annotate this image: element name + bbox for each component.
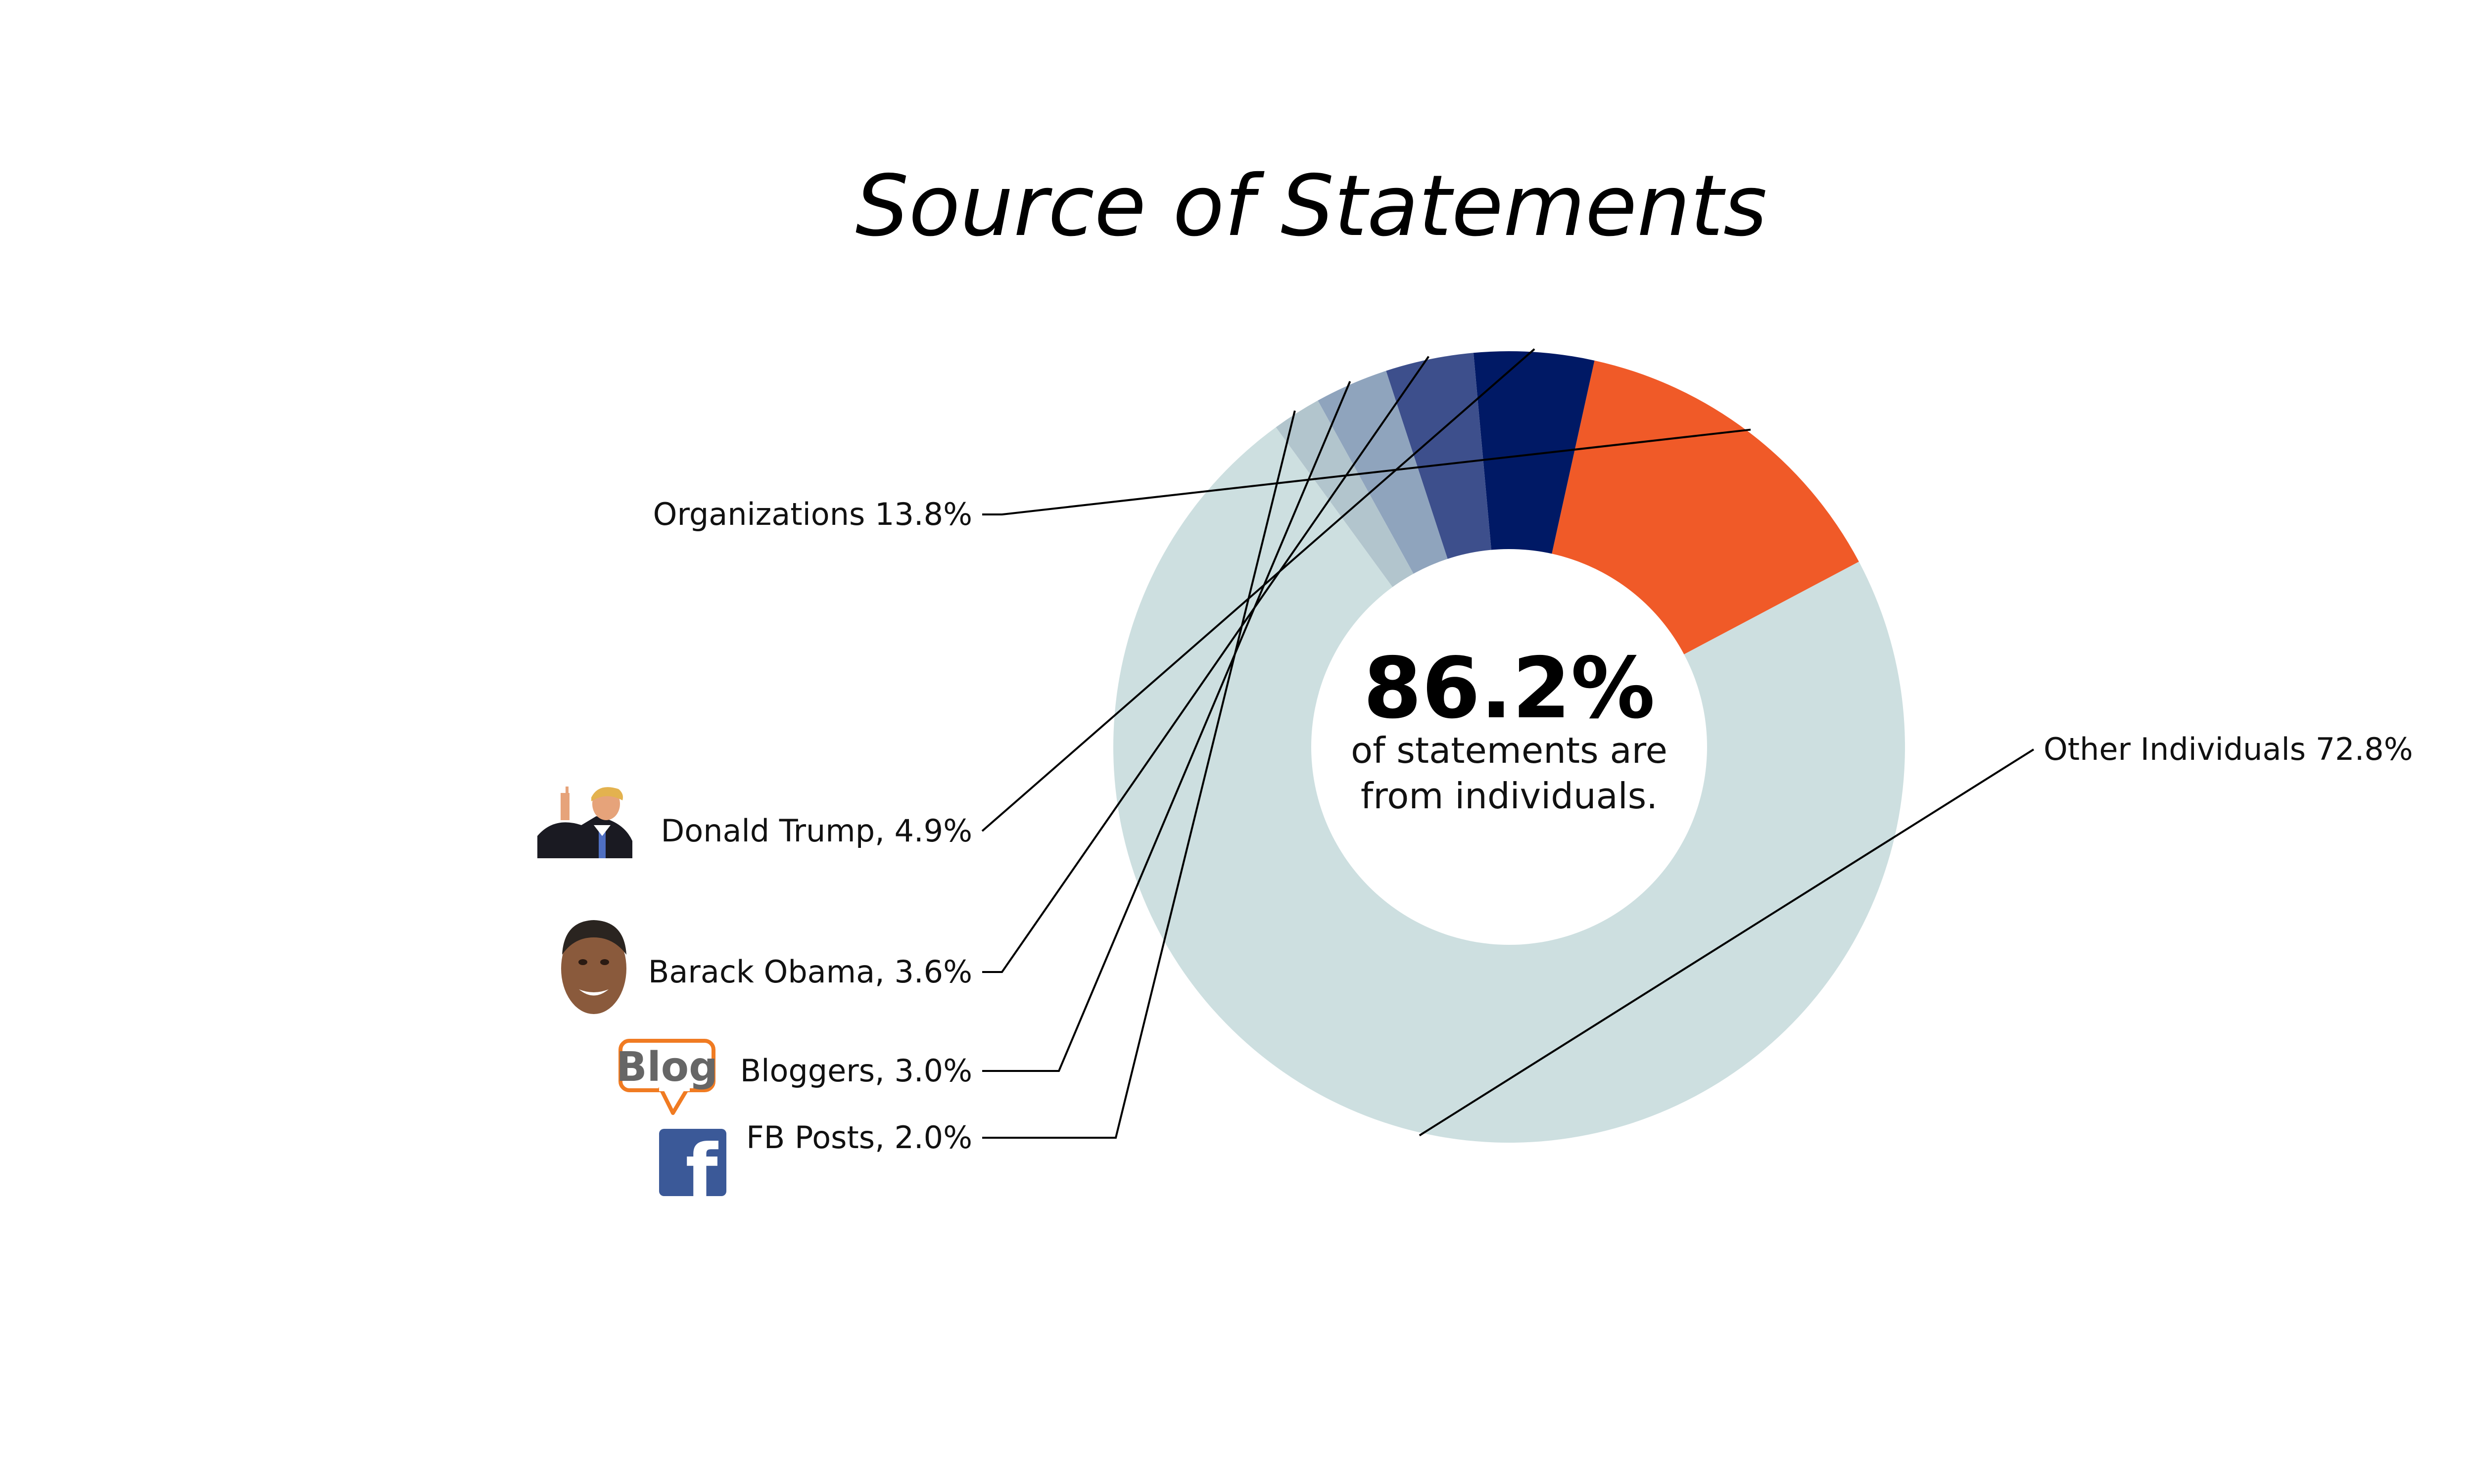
facebook-icon: f — [659, 1129, 726, 1215]
slice-label-bloggers: Bloggers, 3.0% — [740, 1053, 972, 1089]
blog-icon: Blog — [616, 1039, 718, 1115]
leader-line-organizations — [982, 428, 1751, 515]
blog-icon-text: Blog — [616, 1044, 718, 1091]
slice-label-barack-obama: Barack Obama, 3.6% — [648, 954, 972, 990]
leader-line-fb-posts — [982, 410, 1296, 1139]
center-caption-line1: of statements are — [1351, 730, 1667, 771]
slice-label-other-individuals: Other Individuals 72.8% — [2044, 731, 2413, 767]
leader-line-other-individuals — [1419, 748, 2035, 1137]
leader-line-donald-trump — [981, 348, 1535, 832]
leader-lines — [981, 348, 2035, 1139]
slice-label-organizations: Organizations 13.8% — [653, 496, 972, 532]
trump-photo-icon — [537, 787, 632, 858]
center-caption-line2: from individuals. — [1361, 775, 1658, 817]
center-value: 86.2% — [1363, 640, 1655, 738]
obama-photo-icon — [561, 920, 626, 1014]
leader-line-bloggers — [982, 381, 1351, 1072]
donut-hole — [1311, 549, 1707, 945]
slice-label-donald-trump: Donald Trump, 4.9% — [661, 813, 972, 849]
facebook-icon-letter: f — [685, 1129, 718, 1215]
slice-label-fb-posts: FB Posts, 2.0% — [746, 1119, 972, 1156]
slice-labels: Other Individuals 72.8% Organizations 13.… — [648, 496, 2413, 1156]
chart-title: Source of Statements — [856, 157, 1767, 255]
leader-line-barack-obama — [982, 356, 1429, 973]
